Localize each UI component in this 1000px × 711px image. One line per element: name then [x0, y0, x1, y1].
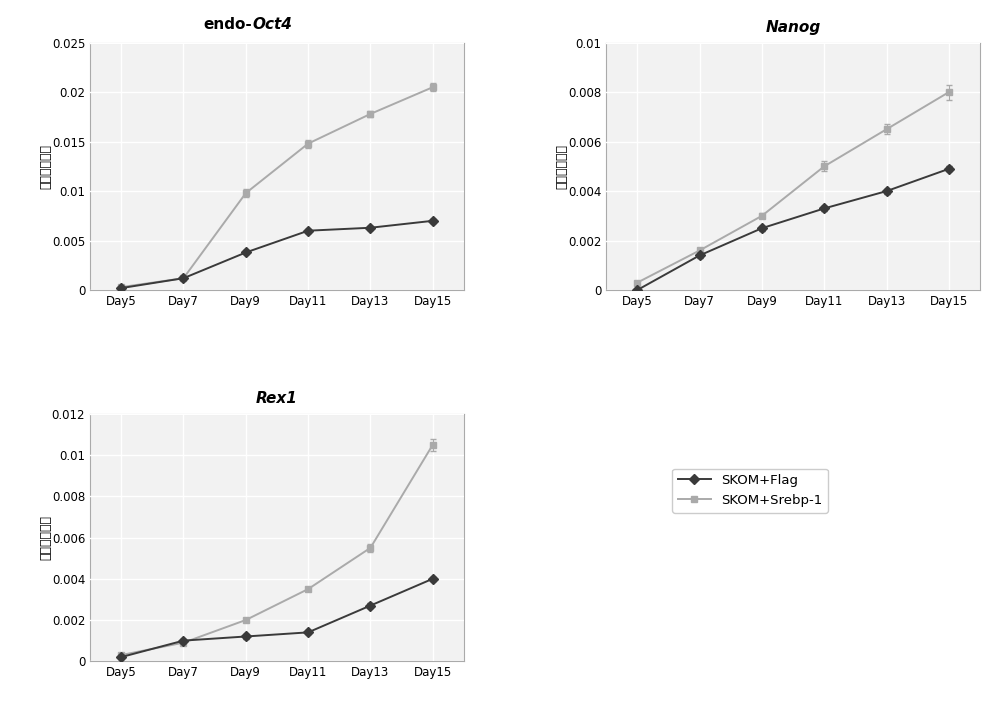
Y-axis label: 相对表达水平: 相对表达水平 [556, 144, 569, 189]
Y-axis label: 相对表达水平: 相对表达水平 [40, 144, 53, 189]
Text: Oct4: Oct4 [252, 16, 292, 31]
Title: Rex1: Rex1 [256, 390, 298, 406]
Title: Nanog: Nanog [765, 19, 821, 35]
Legend: SKOM+Flag, SKOM+Srebp-1: SKOM+Flag, SKOM+Srebp-1 [672, 469, 828, 513]
Text: endo-: endo- [203, 16, 252, 31]
Y-axis label: 相对表达水平: 相对表达水平 [40, 515, 53, 560]
